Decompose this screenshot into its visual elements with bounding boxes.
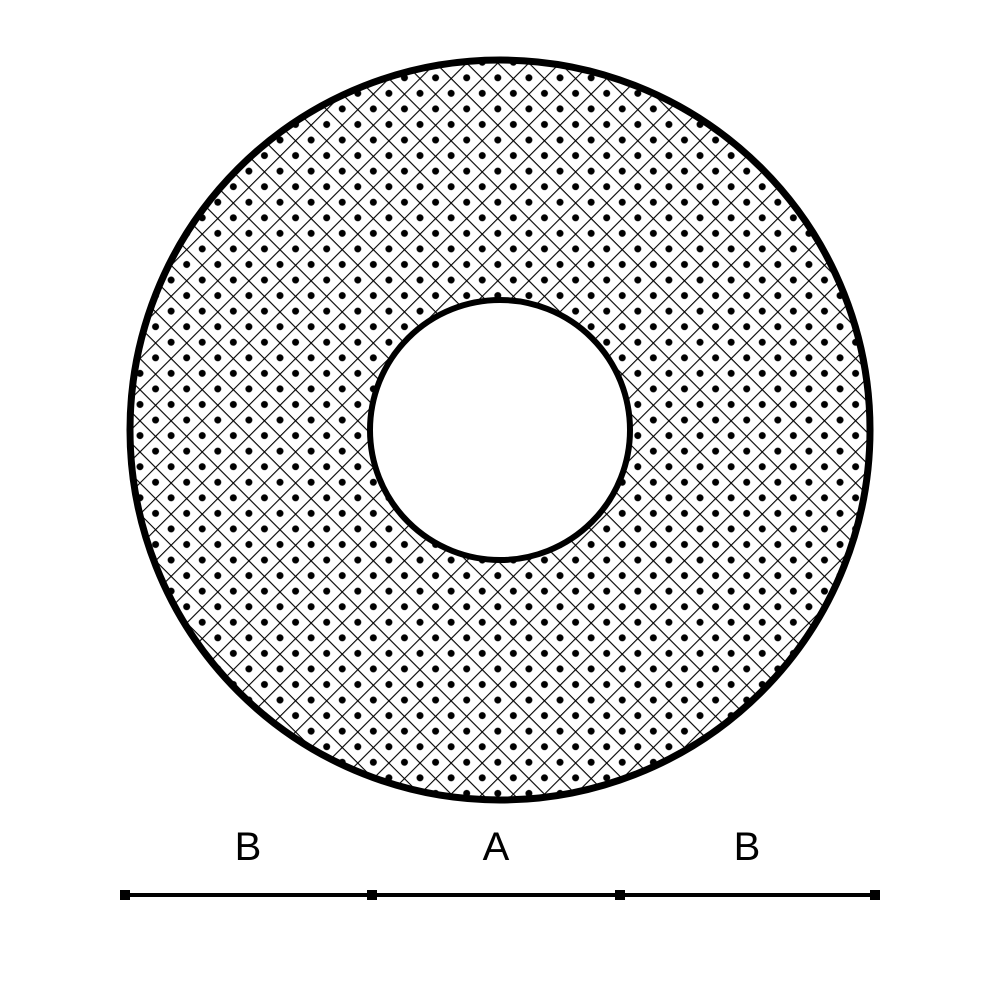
washer-diagram: BAB [0, 0, 1000, 1000]
dimension-label: A [483, 825, 510, 869]
dimension-label: B [734, 825, 761, 869]
dimension-tick [367, 890, 377, 900]
dimension-tick [615, 890, 625, 900]
dimension-tick [870, 890, 880, 900]
dimension-tick [120, 890, 130, 900]
dimension-label: B [235, 825, 262, 869]
